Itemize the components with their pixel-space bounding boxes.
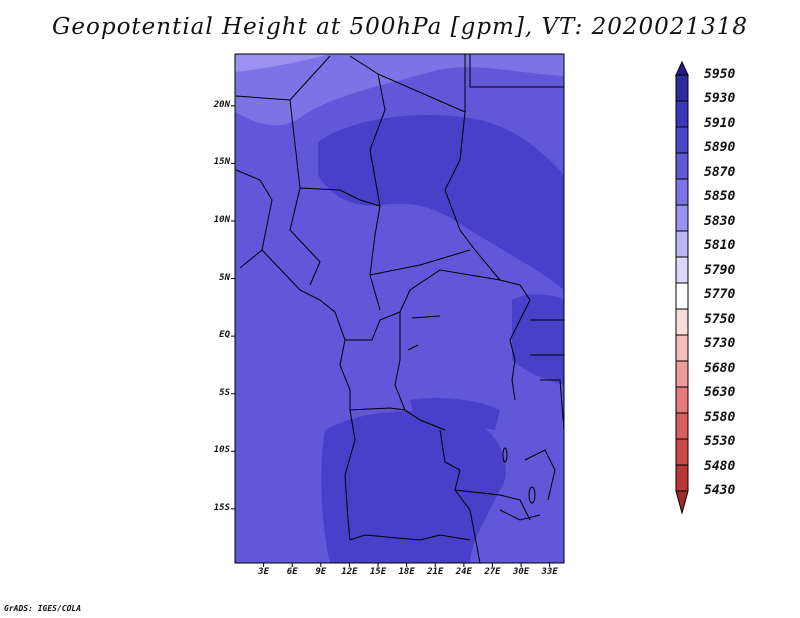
colorbar-level-label: 5430 bbox=[704, 483, 736, 498]
colorbar-level-label: 5770 bbox=[704, 287, 736, 303]
colorbar-level-label: 5950 bbox=[704, 67, 736, 82]
colorbar-level-label: 5830 bbox=[704, 213, 736, 229]
map-frame bbox=[234, 53, 565, 564]
border-segment bbox=[454, 489, 531, 521]
lake-shape bbox=[528, 486, 536, 504]
lon-label: 12E bbox=[341, 567, 358, 577]
colorbar-segment bbox=[675, 334, 689, 362]
credit-label: GrADS: IGES/COLA bbox=[4, 604, 82, 613]
lat-label: 20N bbox=[213, 99, 230, 110]
colorbar-segment bbox=[675, 204, 689, 232]
lon-label: 18E bbox=[398, 567, 415, 577]
colorbar-segment bbox=[675, 74, 689, 102]
border-segment bbox=[261, 249, 336, 313]
colorbar-segment bbox=[675, 100, 689, 128]
lon-label: 33E bbox=[541, 567, 558, 577]
colorbar-level-label: 5580 bbox=[704, 409, 736, 425]
lon-label: 30E bbox=[512, 567, 530, 577]
lat-label: EQ bbox=[219, 330, 230, 341]
colorbar-level-label: 5890 bbox=[704, 140, 736, 156]
border-segment bbox=[349, 55, 386, 207]
border-segment bbox=[524, 449, 556, 501]
lon-label: 27E bbox=[484, 567, 501, 577]
border-segment bbox=[369, 205, 381, 311]
lon-label: 9E bbox=[315, 567, 327, 577]
border-segment bbox=[289, 99, 381, 207]
field-region-south bbox=[321, 411, 506, 563]
lon-label: 3E bbox=[258, 567, 270, 577]
border-segment bbox=[235, 169, 273, 269]
border-segment bbox=[369, 249, 471, 276]
colorbar-segment bbox=[675, 256, 689, 284]
colorbar-level-label: 5630 bbox=[704, 385, 736, 401]
colorbar-level-label: 5530 bbox=[704, 434, 736, 450]
border-segment bbox=[339, 339, 351, 391]
colorbar-segment bbox=[675, 386, 689, 414]
map-title: Geopotential Height at 500hPa [gpm], VT:… bbox=[52, 14, 748, 40]
colorbar-segment bbox=[675, 230, 689, 258]
lat-label: 10S bbox=[213, 445, 230, 456]
colorbar-segment bbox=[675, 360, 689, 388]
lake-shape bbox=[502, 447, 508, 463]
colorbar-level-label: 5810 bbox=[704, 238, 736, 254]
border-segment bbox=[540, 379, 565, 431]
colorbar-level-label: 5910 bbox=[704, 115, 736, 131]
colorbar-level-label: 5480 bbox=[704, 458, 736, 474]
colorbar-top-arrow bbox=[675, 60, 689, 76]
border-segment bbox=[509, 284, 531, 401]
colorbar bbox=[675, 60, 689, 515]
border-segment bbox=[394, 312, 446, 431]
border-segment bbox=[419, 534, 471, 541]
field-region-north-light bbox=[235, 54, 330, 72]
lat-label: 5S bbox=[219, 387, 230, 398]
border-segment bbox=[439, 429, 481, 564]
colorbar-level-label: 5870 bbox=[704, 164, 736, 180]
colorbar-segment bbox=[675, 438, 689, 466]
border-segment bbox=[499, 509, 541, 521]
lon-label: 6E bbox=[286, 567, 298, 577]
lon-label: 21E bbox=[427, 567, 444, 577]
colorbar-level-label: 5730 bbox=[704, 336, 736, 352]
border-segment bbox=[349, 390, 406, 411]
border-segment bbox=[289, 187, 321, 286]
lon-label: 24E bbox=[455, 567, 472, 577]
colorbar-segment bbox=[675, 126, 689, 154]
lat-label: 15S bbox=[213, 502, 230, 513]
border-segment bbox=[399, 269, 501, 313]
colorbar-segment bbox=[675, 464, 689, 492]
field-region-east bbox=[512, 294, 564, 385]
colorbar-bottom-arrow bbox=[675, 490, 689, 515]
colorbar-segment bbox=[675, 282, 689, 310]
border-segment bbox=[334, 311, 401, 341]
lat-label: 10N bbox=[213, 214, 230, 225]
border-segment bbox=[469, 54, 564, 88]
height-field bbox=[235, 54, 564, 563]
border-segment bbox=[344, 409, 421, 541]
field-region-sahel bbox=[318, 115, 564, 290]
colorbar-segment bbox=[675, 412, 689, 440]
river-segment bbox=[407, 315, 441, 351]
colorbar-segment bbox=[675, 152, 689, 180]
lon-label: 15E bbox=[369, 567, 387, 577]
axis-ticks bbox=[231, 105, 551, 567]
field-region-north bbox=[235, 54, 564, 126]
colorbar-level-label: 5680 bbox=[704, 360, 736, 376]
lat-label: 5N bbox=[219, 272, 230, 283]
colorbar-segment bbox=[675, 308, 689, 336]
colorbar-level-label: 5930 bbox=[704, 91, 736, 107]
lat-label: 15N bbox=[213, 157, 230, 168]
colorbar-level-label: 5750 bbox=[704, 311, 736, 327]
colorbar-level-label: 5790 bbox=[704, 262, 736, 278]
colorbar-level-label: 5850 bbox=[704, 189, 736, 205]
colorbar-segment bbox=[675, 178, 689, 206]
country-borders bbox=[235, 54, 565, 564]
field-region-congo bbox=[410, 398, 500, 430]
